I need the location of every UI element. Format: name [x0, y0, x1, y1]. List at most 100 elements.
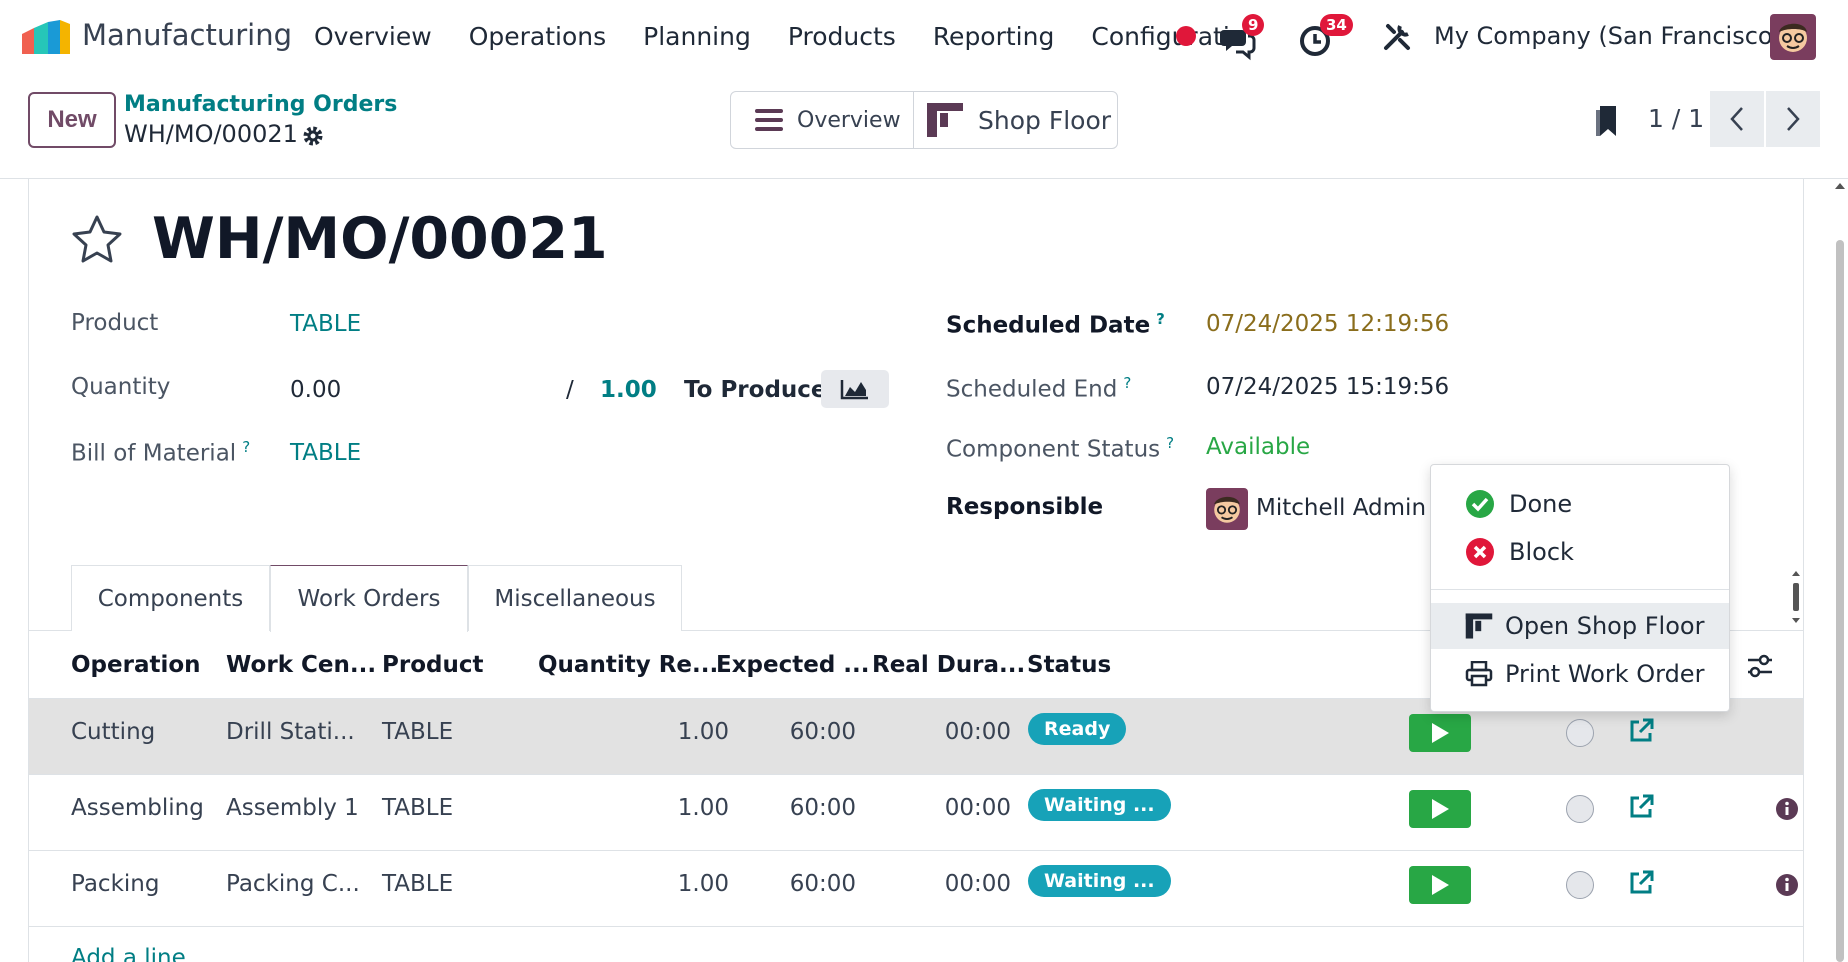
- area-chart-icon: [840, 380, 868, 400]
- overview-button[interactable]: Overview: [731, 92, 914, 148]
- tab-miscellaneous[interactable]: Miscellaneous: [468, 565, 682, 631]
- scheduled-date-field[interactable]: 07/24/2025 12:19:56: [1206, 311, 1450, 337]
- actions-dropdown: Done Block Open Shop Floor Print Work Or…: [1430, 464, 1730, 712]
- pager-value[interactable]: 1 / 1: [1648, 104, 1705, 133]
- column-expected[interactable]: Expected ...: [716, 652, 870, 678]
- scheduled-end-field[interactable]: 07/24/2025 15:19:56: [1206, 374, 1450, 400]
- shop-floor-button[interactable]: Shop Floor: [914, 92, 1111, 148]
- dropdown-item-print-work-order[interactable]: Print Work Order: [1431, 651, 1729, 697]
- info-icon[interactable]: [1775, 873, 1799, 897]
- record-title: WH/MO/00021: [152, 206, 608, 272]
- product-label: Product: [71, 310, 159, 336]
- pager-previous-button[interactable]: [1710, 91, 1764, 147]
- responsible-field[interactable]: Mitchell Admin: [1256, 495, 1427, 521]
- cell-work-center: Packing C...: [226, 871, 360, 897]
- gear-icon[interactable]: [301, 124, 325, 148]
- scheduled-end-help-icon[interactable]: ?: [1123, 374, 1132, 392]
- done-checkbox[interactable]: [1566, 719, 1594, 747]
- inner-scrollbar[interactable]: [1790, 568, 1802, 626]
- component-status-help-icon[interactable]: ?: [1166, 434, 1175, 452]
- tab-components[interactable]: Components: [71, 565, 270, 631]
- external-link-icon[interactable]: [1627, 869, 1655, 897]
- tools-icon[interactable]: [1382, 22, 1412, 52]
- start-button[interactable]: [1409, 790, 1471, 828]
- app-name[interactable]: Manufacturing: [82, 18, 292, 52]
- status-badge: Waiting ...: [1028, 789, 1171, 821]
- responsible-label: Responsible: [946, 494, 1104, 520]
- scheduled-end-label-text: Scheduled End: [946, 376, 1118, 403]
- dropdown-divider: [1431, 589, 1729, 590]
- user-avatar[interactable]: [1770, 14, 1816, 60]
- column-quantity[interactable]: Quantity Re...: [538, 652, 719, 678]
- table-row[interactable]: Assembling Assembly 1 TABLE 1.00 60:00 0…: [29, 775, 1803, 851]
- shop-floor-icon: [1465, 613, 1493, 639]
- new-button[interactable]: New: [28, 92, 116, 148]
- add-line-link[interactable]: Add a line: [71, 945, 186, 962]
- shop-floor-icon: [927, 103, 963, 137]
- bom-label-text: Bill of Material: [71, 440, 237, 467]
- menu-configuration[interactable]: Configuration: [1091, 22, 1243, 51]
- start-button[interactable]: [1409, 714, 1471, 752]
- company-switcher[interactable]: My Company (San Francisco): [1434, 22, 1782, 50]
- menu-overview[interactable]: Overview: [314, 22, 432, 51]
- cell-work-center: Drill Stati...: [226, 719, 355, 745]
- product-field[interactable]: TABLE: [290, 311, 362, 337]
- tab-work-orders[interactable]: Work Orders: [270, 565, 468, 632]
- view-switcher: Overview Shop Floor: [730, 91, 1118, 149]
- notification-dot: [1176, 26, 1196, 46]
- forecast-button[interactable]: [821, 370, 889, 408]
- manufacturing-app-icon[interactable]: [22, 20, 72, 54]
- status-badge: Waiting ...: [1028, 865, 1171, 897]
- star-icon[interactable]: [70, 214, 124, 266]
- column-work-center[interactable]: Work Cen...: [226, 652, 377, 678]
- cell-operation: Cutting: [71, 719, 156, 745]
- menu-reporting[interactable]: Reporting: [932, 22, 1055, 51]
- chat-icon: [1220, 30, 1256, 61]
- cell-expected: 60:00: [789, 795, 856, 821]
- quantity-target[interactable]: 1.00: [600, 377, 657, 403]
- column-product[interactable]: Product: [382, 652, 484, 678]
- done-checkbox[interactable]: [1566, 871, 1594, 899]
- quantity-separator: /: [566, 377, 574, 403]
- bom-label: Bill of Material?: [71, 438, 250, 467]
- messages-button[interactable]: 9: [1216, 14, 1266, 61]
- dropdown-item-done[interactable]: Done: [1431, 481, 1729, 527]
- dropdown-item-open-shop-floor[interactable]: Open Shop Floor: [1431, 603, 1729, 649]
- top-navbar: Manufacturing Overview Operations Planni…: [0, 0, 1848, 74]
- done-checkbox[interactable]: [1566, 795, 1594, 823]
- bookmark-icon[interactable]: [1592, 104, 1620, 138]
- cell-expected: 60:00: [789, 871, 856, 897]
- breadcrumb-parent[interactable]: Manufacturing Orders: [124, 92, 398, 117]
- activities-button[interactable]: 34: [1296, 14, 1360, 60]
- external-link-icon[interactable]: [1627, 793, 1655, 821]
- control-panel-divider: [0, 178, 1848, 179]
- menu-operations[interactable]: Operations: [468, 22, 607, 51]
- cell-quantity: 1.00: [677, 871, 729, 897]
- start-button[interactable]: [1409, 866, 1471, 904]
- scheduled-date-help-icon[interactable]: ?: [1156, 310, 1165, 328]
- menu-products[interactable]: Products: [787, 22, 896, 51]
- quantity-input[interactable]: 0.00: [290, 377, 342, 403]
- dropdown-item-block[interactable]: Block: [1431, 529, 1729, 575]
- shop-floor-label: Shop Floor: [978, 105, 1112, 135]
- print-icon: [1465, 661, 1493, 687]
- table-row[interactable]: Cutting Drill Stati... TABLE 1.00 60:00 …: [29, 699, 1803, 775]
- column-operation[interactable]: Operation: [71, 652, 201, 678]
- dropdown-item-print-work-order-label: Print Work Order: [1505, 660, 1705, 688]
- cell-quantity: 1.00: [677, 719, 729, 745]
- scheduled-date-label: Scheduled Date?: [946, 310, 1165, 339]
- external-link-icon[interactable]: [1627, 717, 1655, 745]
- scroll-up-icon[interactable]: [1833, 181, 1847, 191]
- page-scrollbar-thumb[interactable]: [1836, 240, 1844, 962]
- bom-field[interactable]: TABLE: [290, 440, 362, 466]
- cell-quantity: 1.00: [677, 795, 729, 821]
- play-icon: [1432, 799, 1449, 819]
- column-status[interactable]: Status: [1027, 652, 1112, 678]
- column-real-duration[interactable]: Real Dura...: [872, 652, 1026, 678]
- optional-columns-icon[interactable]: [1746, 653, 1774, 679]
- info-icon[interactable]: [1775, 797, 1799, 821]
- pager-next-button[interactable]: [1766, 91, 1820, 147]
- table-row[interactable]: Packing Packing C... TABLE 1.00 60:00 00…: [29, 851, 1803, 927]
- bom-help-icon[interactable]: ?: [242, 438, 251, 456]
- menu-planning[interactable]: Planning: [643, 22, 751, 51]
